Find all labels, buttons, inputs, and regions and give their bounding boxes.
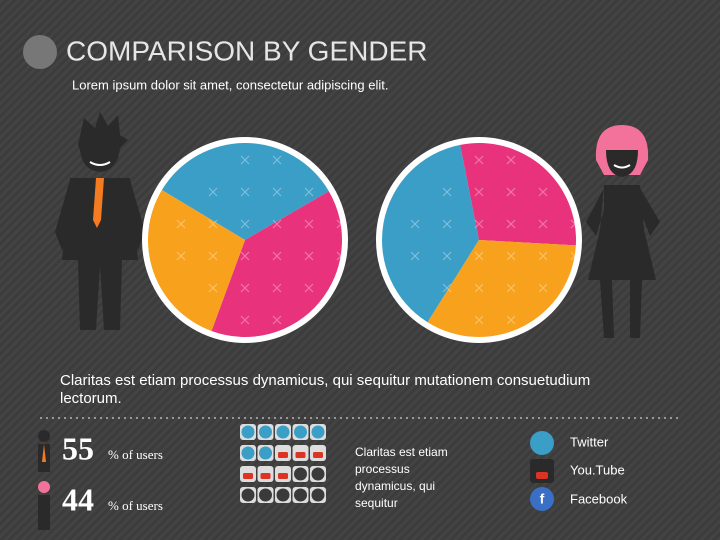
twitter-mini [294, 425, 307, 439]
pie-texture [538, 219, 548, 229]
pie-texture [538, 187, 548, 197]
twitter-mini [276, 425, 290, 439]
pie-texture [304, 187, 314, 197]
legend-label: You.Tube [570, 462, 625, 477]
pie-texture [474, 155, 484, 165]
pie-texture [272, 155, 282, 165]
facebook-mini [294, 488, 307, 502]
pie-texture [240, 315, 250, 325]
pie-texture [208, 219, 218, 229]
facebook-mini [241, 488, 255, 502]
title: COMPARISON BY GENDER [66, 35, 427, 66]
pie-texture [506, 187, 516, 197]
pie-texture [208, 283, 218, 293]
pie-texture [506, 219, 516, 229]
pie-texture [442, 283, 452, 293]
pie-texture [442, 219, 452, 229]
stat-value: 44 [62, 481, 94, 517]
pie-texture [474, 187, 484, 197]
pie-slice [211, 191, 342, 337]
female-figure [586, 125, 660, 338]
side-text: Claritas est etiam processus dynamicus, qu… [355, 445, 448, 510]
pie-texture [506, 283, 516, 293]
subtitle: Lorem ipsum dolor sit amet, consectetur … [72, 77, 388, 92]
pie-texture [506, 251, 516, 261]
pie-texture [240, 187, 250, 197]
pie-texture [570, 251, 580, 261]
pie-texture [442, 251, 452, 261]
mini-male [38, 430, 50, 472]
twitter-icon [530, 431, 554, 455]
facebook-mini [311, 488, 325, 502]
stat-label: % of users [108, 447, 163, 462]
pie-texture [336, 219, 346, 229]
facebook-mini [294, 467, 307, 481]
facebook-mini [259, 488, 272, 502]
facebook-mini [276, 488, 290, 502]
title-bullet [23, 35, 57, 69]
legend-label: Twitter [570, 434, 609, 449]
pie-texture [240, 251, 250, 261]
twitter-mini [311, 425, 325, 439]
pie-texture [304, 283, 314, 293]
pie-texture [304, 219, 314, 229]
pie-chart [142, 137, 348, 343]
legend-label: Facebook [570, 491, 628, 506]
pie-texture [474, 219, 484, 229]
youtube-mini [278, 452, 288, 458]
pie-texture [272, 315, 282, 325]
pie-texture [538, 251, 548, 261]
pie-texture [176, 251, 186, 261]
stat-value: 55 [62, 430, 94, 466]
legend: f Twitter You.Tube Facebook [530, 431, 628, 511]
pie-slice [460, 143, 576, 246]
pie-texture [410, 219, 420, 229]
youtube-icon [530, 459, 554, 483]
pie-texture [240, 155, 250, 165]
pie-texture [506, 315, 516, 325]
pie-texture [442, 187, 452, 197]
stat-label: % of users [108, 498, 163, 513]
facebook-mini [311, 467, 325, 481]
facebook-icon [530, 487, 554, 511]
pie-texture [336, 251, 346, 261]
pie-texture [570, 219, 580, 229]
svg-text:f: f [540, 491, 545, 507]
mini-female [38, 481, 50, 530]
pie-texture [474, 251, 484, 261]
youtube-mini [313, 452, 323, 458]
youtube-mini [243, 473, 253, 479]
pie-texture [474, 315, 484, 325]
youtube-mini [295, 452, 306, 458]
pie-texture [474, 283, 484, 293]
pie-texture [304, 251, 314, 261]
pie-slice [147, 190, 245, 332]
pie-slice [382, 144, 479, 323]
pie-texture [538, 283, 548, 293]
pie-texture [410, 251, 420, 261]
pie-slice [427, 240, 576, 337]
pie-chart [376, 137, 582, 343]
pie-texture [208, 251, 218, 261]
pie-texture [208, 187, 218, 197]
pie-texture [272, 187, 282, 197]
icon-grid [240, 424, 326, 503]
pie-slice [161, 143, 329, 240]
body-text: Claritas est etiam processus dynamicus, … [60, 372, 590, 407]
pie-texture [240, 283, 250, 293]
pie-texture [176, 219, 186, 229]
twitter-mini [259, 446, 272, 460]
male-figure [55, 112, 145, 330]
youtube-mini [278, 473, 288, 479]
pie-texture [272, 219, 282, 229]
twitter-mini [259, 425, 272, 439]
pie-texture [272, 251, 282, 261]
pie-texture [240, 219, 250, 229]
twitter-mini [241, 446, 255, 460]
youtube-mini [260, 473, 271, 479]
pie-texture [272, 283, 282, 293]
pie-texture [506, 155, 516, 165]
twitter-mini [241, 425, 255, 439]
